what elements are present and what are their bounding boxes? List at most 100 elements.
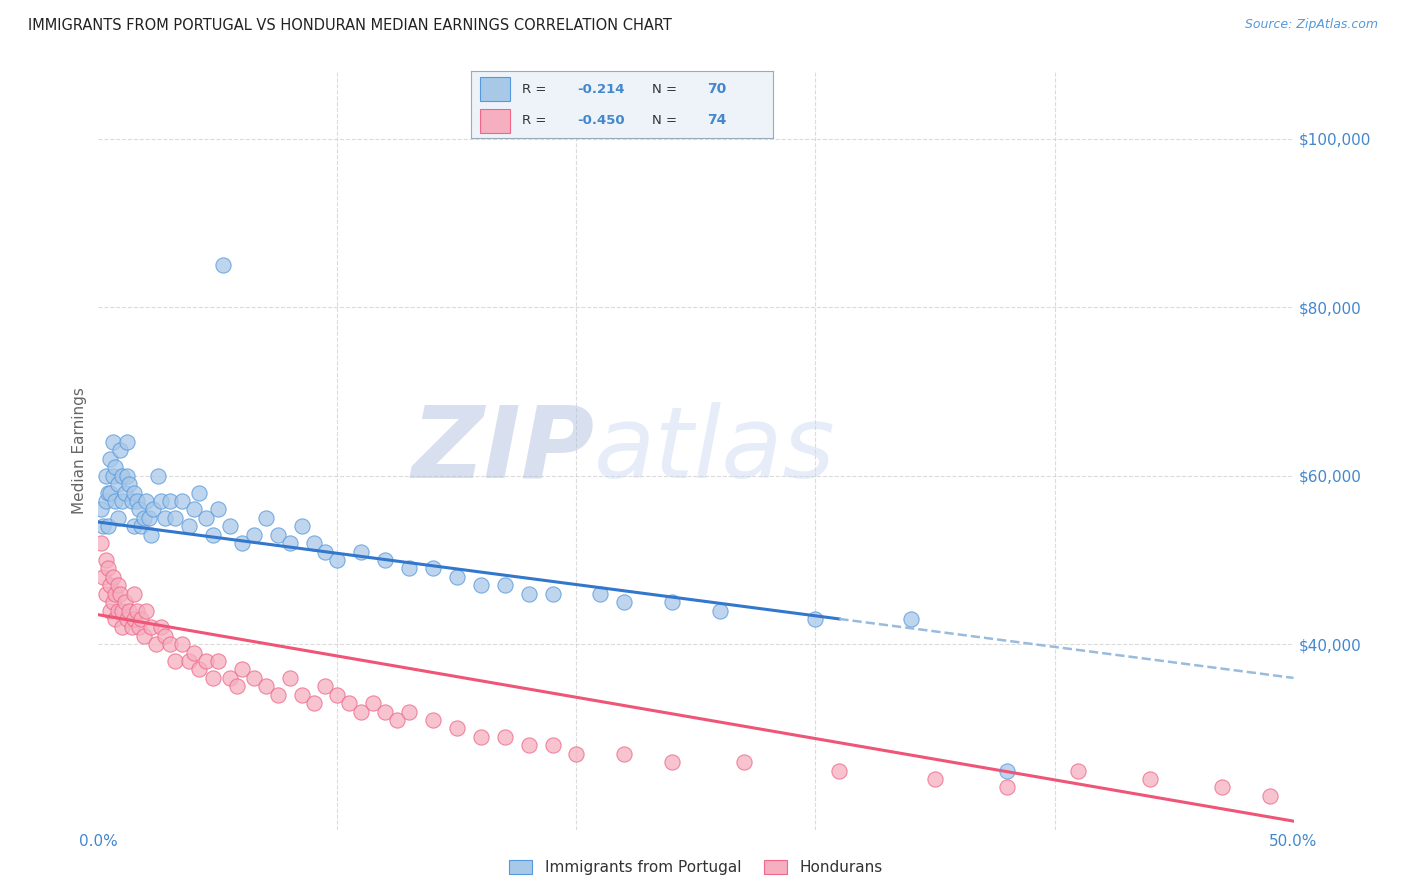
Text: N =: N = [652, 83, 682, 96]
Point [111, 494, 134, 508]
Point [179, 654, 201, 668]
Point [121, 620, 143, 634]
Y-axis label: Median Earnings: Median Earnings [72, 387, 87, 514]
Point [267, 527, 290, 541]
Text: Source: ZipAtlas.com: Source: ZipAtlas.com [1244, 18, 1378, 31]
Point [98, 603, 122, 617]
Point [98, 578, 122, 592]
Point [207, 502, 229, 516]
Point [128, 620, 150, 634]
Point [132, 511, 155, 525]
Point [291, 688, 314, 702]
Text: 70: 70 [707, 82, 725, 96]
Point [124, 519, 146, 533]
Point [195, 654, 218, 668]
Point [900, 612, 922, 626]
Point [125, 603, 148, 617]
Point [148, 468, 170, 483]
Point [422, 561, 444, 575]
Point [179, 519, 201, 533]
Point [219, 671, 242, 685]
Point [207, 654, 229, 668]
Point [315, 544, 337, 558]
Text: atlas: atlas [595, 402, 837, 499]
Point [278, 536, 301, 550]
Point [104, 494, 127, 508]
Point [131, 612, 153, 626]
Point [398, 705, 420, 719]
Point [97, 519, 120, 533]
Point [145, 637, 167, 651]
Point [155, 511, 177, 525]
Point [135, 494, 157, 508]
FancyBboxPatch shape [479, 78, 510, 102]
Point [446, 570, 468, 584]
Point [111, 603, 134, 617]
Point [94, 553, 117, 567]
Legend: Immigrants from Portugal, Hondurans: Immigrants from Portugal, Hondurans [502, 852, 890, 882]
Point [111, 620, 134, 634]
Point [101, 468, 124, 483]
Point [374, 553, 396, 567]
Point [202, 527, 225, 541]
Point [385, 713, 409, 727]
Point [254, 511, 277, 525]
Point [1067, 764, 1090, 778]
Point [398, 561, 420, 575]
Point [149, 494, 172, 508]
Point [470, 578, 492, 592]
Point [172, 494, 194, 508]
Point [97, 485, 120, 500]
Point [267, 688, 290, 702]
Point [470, 730, 492, 744]
Point [187, 485, 209, 500]
Point [121, 494, 143, 508]
Point [172, 637, 194, 651]
Point [101, 435, 124, 450]
Point [339, 696, 361, 710]
Point [159, 637, 181, 651]
Point [138, 511, 160, 525]
Point [149, 620, 172, 634]
Point [101, 595, 124, 609]
Point [94, 468, 117, 483]
Text: 74: 74 [707, 113, 725, 128]
Point [111, 468, 134, 483]
Point [517, 739, 540, 753]
Point [613, 595, 636, 609]
Point [155, 629, 177, 643]
Point [231, 536, 253, 550]
Point [104, 460, 127, 475]
Point [302, 696, 325, 710]
Point [124, 485, 146, 500]
Point [195, 511, 218, 525]
Point [107, 477, 129, 491]
Point [446, 722, 468, 736]
Point [517, 587, 540, 601]
Point [118, 477, 141, 491]
Point [114, 595, 136, 609]
Point [91, 519, 114, 533]
Point [107, 578, 129, 592]
Point [733, 755, 755, 769]
Text: -0.450: -0.450 [576, 113, 624, 127]
Point [114, 485, 136, 500]
Point [104, 612, 127, 626]
Point [541, 739, 564, 753]
Point [183, 502, 205, 516]
Point [1211, 780, 1233, 795]
Point [995, 780, 1018, 795]
Point [613, 747, 636, 761]
Point [804, 612, 827, 626]
FancyBboxPatch shape [479, 109, 510, 133]
Point [107, 511, 129, 525]
Point [828, 764, 851, 778]
Text: IMMIGRANTS FROM PORTUGAL VS HONDURAN MEDIAN EARNINGS CORRELATION CHART: IMMIGRANTS FROM PORTUGAL VS HONDURAN MED… [28, 18, 672, 33]
Point [350, 544, 373, 558]
Point [124, 612, 146, 626]
Point [124, 587, 146, 601]
Point [565, 747, 588, 761]
Point [118, 603, 141, 617]
Point [363, 696, 385, 710]
Point [661, 595, 683, 609]
